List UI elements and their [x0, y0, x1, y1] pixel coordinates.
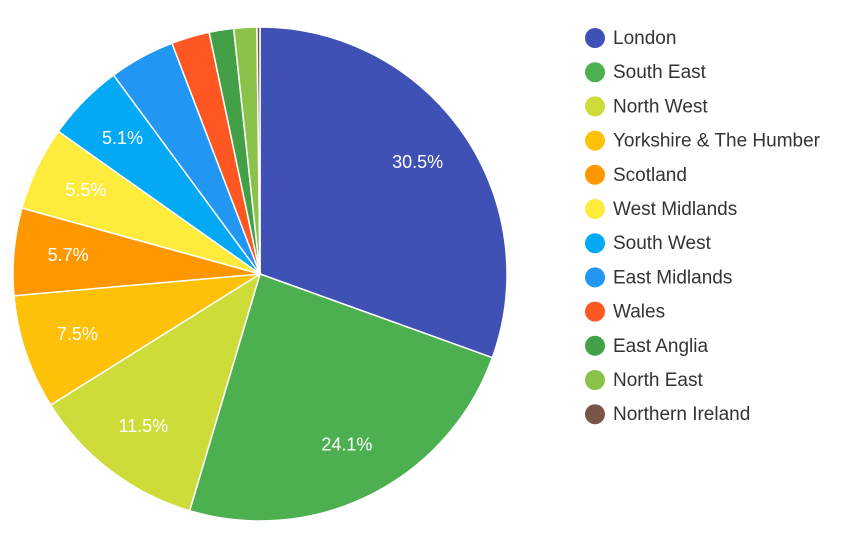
pie-slice: [256, 26, 261, 275]
legend-swatch: [585, 335, 605, 356]
legend-label: Yorkshire & The Humber: [613, 131, 821, 152]
pie-slice: [188, 273, 494, 522]
legend-swatch: [585, 301, 605, 322]
value-label: 5.5%: [65, 180, 106, 200]
legend-label: South East: [613, 62, 707, 83]
legend-label: Scotland: [613, 165, 687, 186]
legend-swatch: [585, 199, 605, 219]
legend-label: Northern Ireland: [613, 404, 750, 425]
legend-label: West Midlands: [613, 199, 737, 220]
legend-label: South West: [613, 233, 712, 254]
value-label: 7.5%: [57, 324, 98, 344]
legend-swatch: [585, 267, 605, 288]
legend-label: North East: [613, 370, 703, 391]
legend-swatch: [585, 404, 605, 425]
legend-label: London: [613, 28, 676, 49]
value-label: 24.1%: [321, 435, 372, 455]
legend-swatch: [585, 62, 605, 83]
legend-swatch: [585, 130, 605, 151]
legend-swatch: [585, 233, 605, 254]
legend-swatch: [585, 370, 605, 390]
legend-swatch: [585, 96, 605, 117]
legend-swatch: [585, 164, 605, 185]
value-label: 30.5%: [392, 152, 443, 172]
value-label: 5.1%: [102, 128, 143, 148]
legend-label: East Midlands: [613, 267, 732, 288]
pie-slice: [13, 273, 261, 407]
legend-label: Wales: [613, 302, 665, 323]
value-label: 11.5%: [119, 416, 169, 436]
pie-slice: [259, 26, 508, 359]
pie-slice: [49, 272, 262, 512]
value-label: 5.7%: [48, 245, 89, 265]
legend-swatch: [585, 28, 605, 48]
legend-label: North West: [613, 96, 708, 117]
legend-label: East Anglia: [613, 336, 708, 357]
